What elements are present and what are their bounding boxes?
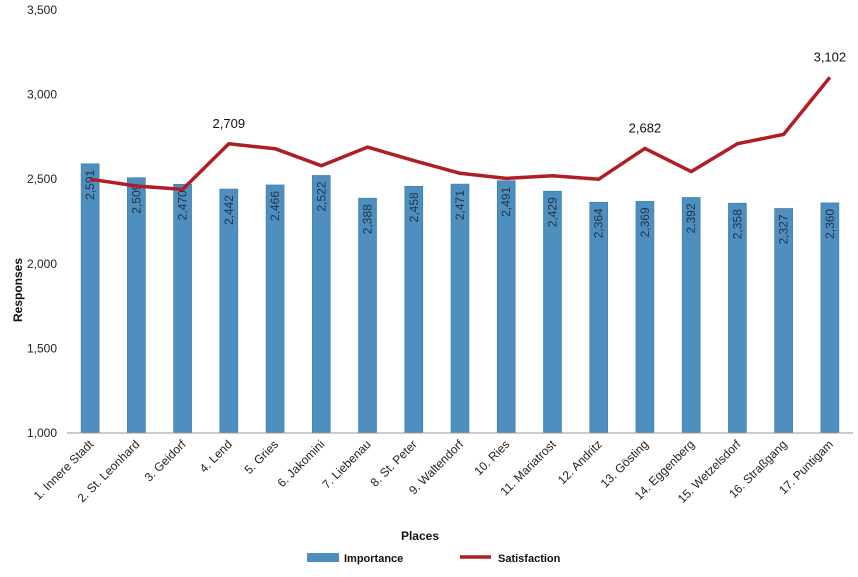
y-tick-label: 3,000 [27,88,57,102]
importance-value-label: 2,327 [777,214,791,244]
importance-bar [450,183,470,434]
importance-value-label: 2,466 [268,191,282,221]
satisfaction-line [89,76,832,192]
satisfaction-value-label: 3,102 [814,49,847,64]
importance-bar [311,175,331,434]
x-tick-label: 10. Ries [471,437,512,478]
x-tick-label: 7. Liebenau [319,437,373,491]
y-tick-label: 1,000 [27,426,57,440]
y-tick-label: 3,500 [27,3,57,17]
importance-value-label: 2,442 [222,195,236,225]
x-tick-label: 5. Gries [242,437,282,477]
legend-satisfaction-label: Satisfaction [498,553,561,565]
y-tick-label: 2,000 [27,257,57,271]
importance-bar [127,177,146,434]
importance-bar [80,163,100,434]
importance-value-label: 2,429 [545,197,559,227]
satisfaction-value-label: 2,709 [213,116,246,131]
importance-value-label: 2,392 [684,203,698,233]
satisfaction-value-label: 2,682 [629,120,662,135]
importance-bar [173,183,192,434]
importance-value-label: 2,360 [823,209,837,239]
importance-bars [80,163,840,434]
importance-value-label: 2,358 [730,209,744,239]
legend-importance-label: Importance [344,553,403,565]
importance-bar [496,180,516,434]
importance-value-label: 2,509 [129,183,143,213]
importance-value-label: 2,364 [592,208,606,238]
importance-value-label: 2,471 [453,190,467,220]
y-tick-label: 2,500 [27,172,57,186]
importance-bar-labels: 2,591 2,509 2,470 2,442 2,466 2,522 2,388 2,458… [83,169,837,244]
importance-value-label: 2,458 [407,192,421,222]
x-tick-label: 3. Geidorf [142,437,190,485]
legend-importance-swatch [307,553,339,562]
y-axis-ticks: 1,000 1,500 2,000 2,500 3,000 3,500 [27,3,57,440]
satisfaction-labels: 2,709 2,682 3,102 [213,49,847,135]
x-tick-label: 4. Lend [197,437,235,475]
y-tick-label: 1,500 [27,341,57,355]
legend: Importance Satisfaction [307,553,561,565]
y-axis-title: Responses [11,258,25,322]
importance-value-label: 2,522 [314,181,328,211]
importance-value-label: 2,369 [638,207,652,237]
importance-value-label: 2,470 [176,190,190,220]
importance-bar [265,184,285,434]
x-axis-title: Places [401,529,439,543]
importance-value-label: 2,591 [83,169,97,199]
importance-value-label: 2,491 [499,186,513,216]
importance-value-label: 2,388 [361,204,375,234]
